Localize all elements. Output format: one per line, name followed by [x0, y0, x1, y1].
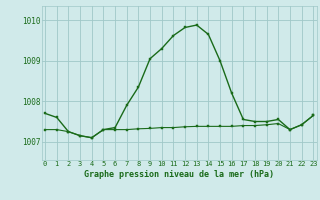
X-axis label: Graphe pression niveau de la mer (hPa): Graphe pression niveau de la mer (hPa) [84, 170, 274, 179]
